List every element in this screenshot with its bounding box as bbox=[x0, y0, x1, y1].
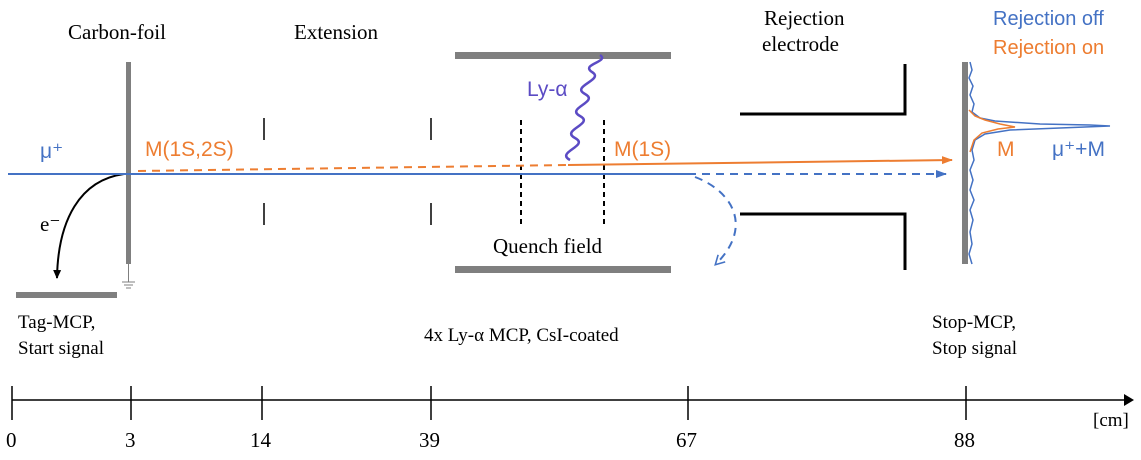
axis-tick-label: 39 bbox=[419, 428, 440, 452]
spectrum-rejection-on bbox=[968, 109, 1016, 153]
ly-mcp-top-plate bbox=[455, 52, 671, 59]
distance-axis bbox=[11, 386, 1124, 420]
rejection-electrode-label-line1: Rejection bbox=[764, 6, 845, 30]
ly-alpha-label: Ly-α bbox=[527, 78, 568, 101]
axis-tick-label: 14 bbox=[250, 428, 271, 452]
carbon-foil bbox=[126, 62, 131, 264]
electron-trajectory bbox=[53, 173, 125, 279]
mu-plus-label: μ⁺ bbox=[40, 140, 64, 163]
stop-mcp-label-line2: Stop signal bbox=[932, 338, 1017, 359]
tag-mcp-label-line1: Tag-MCP, bbox=[18, 312, 96, 333]
axis-tick-label: 88 bbox=[954, 428, 975, 452]
m1s2s-label: M(1S,2S) bbox=[145, 138, 234, 161]
axis-unit-label: [cm] bbox=[1093, 410, 1129, 431]
m1s-label: M(1S) bbox=[614, 138, 672, 161]
ly-mcp-label: 4x Ly-α MCP, CsI-coated bbox=[424, 325, 619, 346]
rejection-electrode-label-line2: electrode bbox=[762, 32, 839, 56]
spectrum-rejection-off bbox=[968, 61, 1111, 265]
legend-rejection-on: Rejection on bbox=[993, 37, 1105, 59]
peak-mu-m-label: μ⁺+M bbox=[1052, 138, 1105, 161]
electron-label: e⁻ bbox=[40, 212, 61, 236]
axis-tick-label: 0 bbox=[6, 428, 17, 452]
ly-mcp-bottom-plate bbox=[455, 266, 671, 273]
m1s-path bbox=[567, 156, 953, 166]
rejection-electrode bbox=[740, 64, 907, 270]
axis-tick-label: 67 bbox=[676, 428, 697, 452]
extension-electrodes bbox=[263, 118, 432, 225]
peak-m-label: M bbox=[997, 138, 1015, 161]
axis-tick-label: 3 bbox=[125, 428, 136, 452]
tag-mcp-label-line2: Start signal bbox=[18, 338, 105, 359]
ly-alpha-photon bbox=[565, 53, 604, 162]
axis-arrow-icon bbox=[1124, 394, 1134, 406]
legend-rejection-off: Rejection off bbox=[993, 8, 1104, 30]
extension-label: Extension bbox=[294, 20, 378, 44]
ground-icon bbox=[122, 264, 135, 289]
carbon-foil-label: Carbon-foil bbox=[68, 20, 166, 44]
stop-mcp-label-line1: Stop-MCP, bbox=[932, 312, 1016, 333]
mu-deflected-path bbox=[694, 176, 737, 266]
tag-mcp-plate bbox=[16, 292, 117, 298]
stop-mcp-plate bbox=[962, 62, 968, 264]
m1s2s-dashed-path bbox=[137, 164, 569, 172]
quench-field-label: Quench field bbox=[493, 234, 603, 258]
